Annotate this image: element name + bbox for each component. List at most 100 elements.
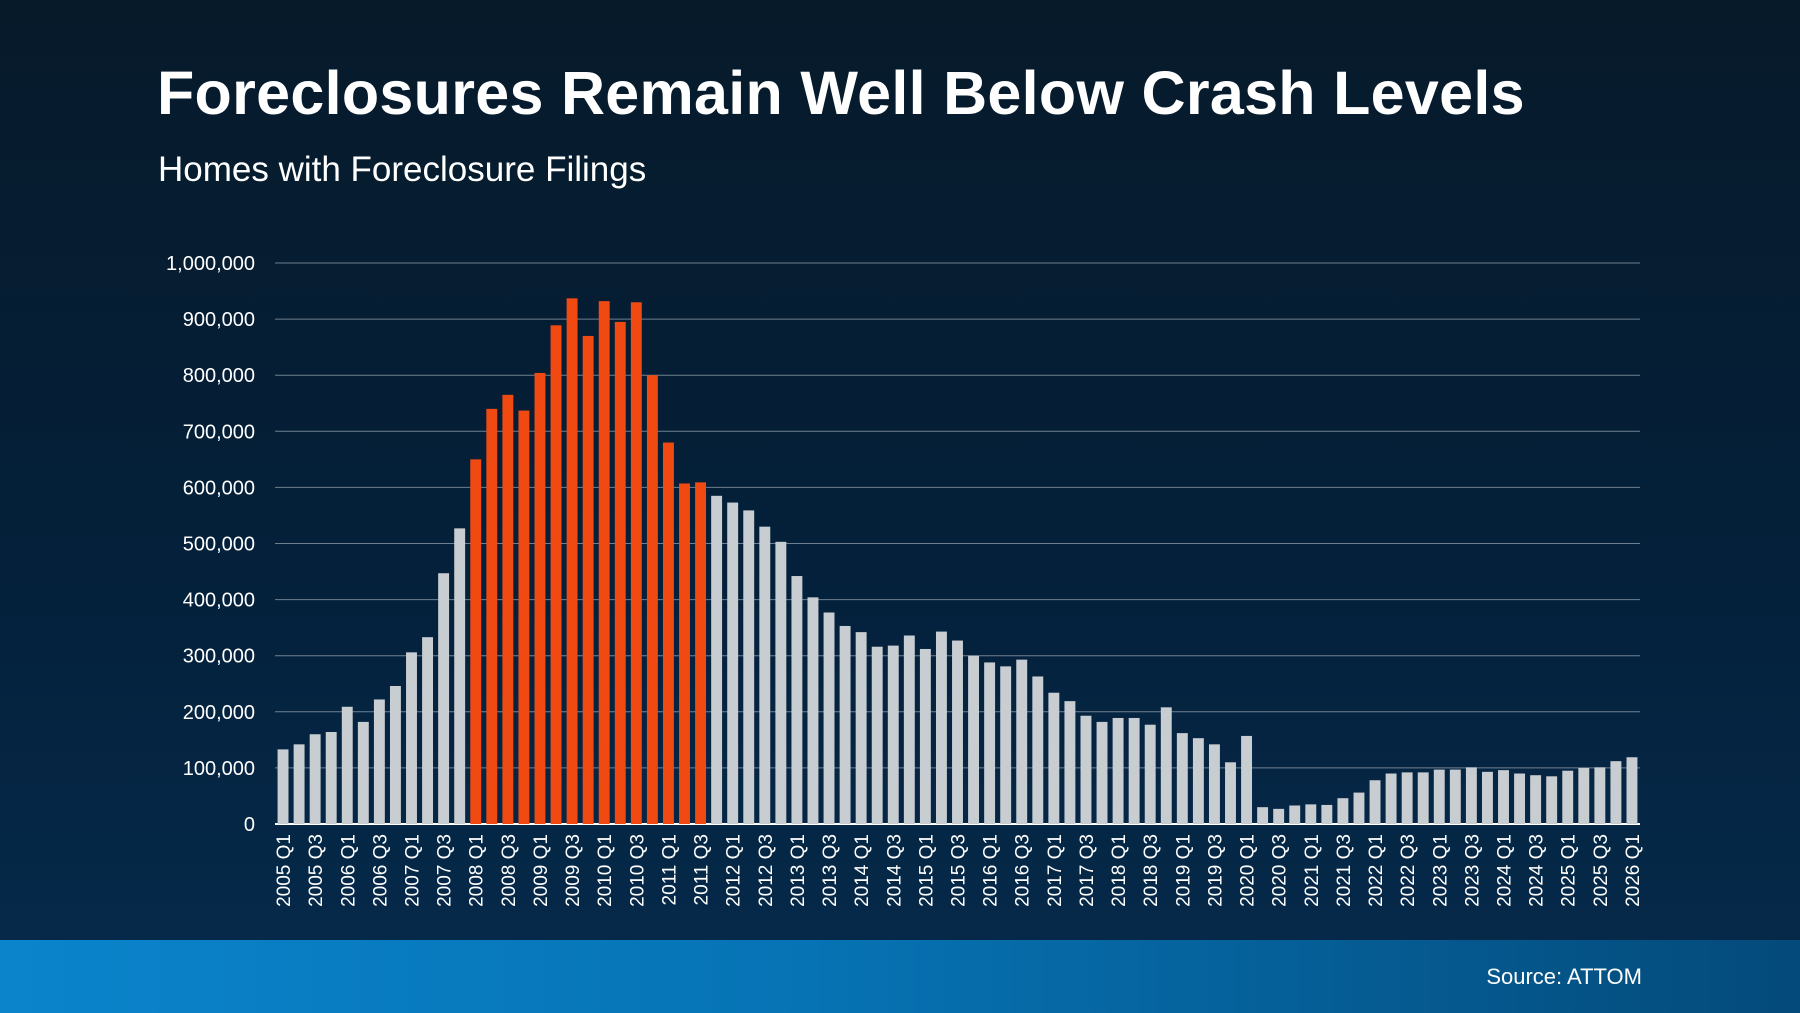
bar-2018-q3 [1144, 724, 1156, 824]
bar-2026-q1 [1626, 757, 1638, 824]
y-tick-label: 200,000 [183, 702, 255, 724]
x-tick-label: 2014 Q3 [884, 834, 905, 907]
y-tick-label: 500,000 [183, 534, 255, 556]
bar-2022-q2 [1385, 773, 1397, 824]
foreclosure-bar-chart: 0 100,000 200,000 300,000 400,000 500,000 600,… [166, 253, 1640, 907]
x-tick-label: 2009 Q1 [531, 834, 552, 907]
bar-2023-q3 [1465, 767, 1477, 824]
x-tick-label: 2015 Q3 [949, 834, 970, 907]
y-tick-label: 400,000 [183, 590, 255, 612]
x-tick-label: 2021 Q3 [1334, 834, 1355, 907]
bar-2018-q1 [1112, 717, 1124, 824]
bar-2005-q3 [309, 734, 321, 824]
bar-2011-q3 [695, 482, 707, 824]
bar-2005-q2 [293, 744, 305, 824]
bar-2017-q3 [1080, 715, 1092, 824]
bar-2015-q2 [935, 631, 947, 824]
x-tick-label: 2011 Q3 [692, 834, 713, 905]
bar-2009-q2 [550, 325, 562, 824]
x-tick-label: 2005 Q3 [306, 834, 327, 907]
y-tick-label: 0 [244, 814, 255, 836]
bar-2024-q4 [1546, 776, 1558, 824]
bar-2024-q2 [1514, 773, 1526, 824]
x-tick-label: 2012 Q1 [724, 834, 745, 907]
x-tick-label: 2021 Q1 [1302, 834, 1323, 907]
x-tick-label: 2017 Q3 [1077, 834, 1098, 907]
bar-2016-q1 [984, 662, 996, 824]
x-tick-label: 2015 Q1 [916, 834, 937, 907]
bar-2015-q4 [968, 655, 980, 824]
bar-2006-q3 [373, 699, 385, 824]
x-tick-label: 2013 Q1 [788, 834, 809, 907]
x-tick-label: 2018 Q1 [1109, 834, 1130, 907]
bar-2006-q2 [357, 721, 369, 824]
bar-2020-q4 [1289, 805, 1301, 824]
bar-2007-q2 [422, 637, 434, 824]
bar-2009-q1 [534, 372, 546, 824]
bar-2017-q1 [1048, 692, 1060, 824]
bar-2013-q3 [823, 612, 835, 824]
x-tick-label: 2019 Q1 [1173, 834, 1194, 907]
x-tick-label: 2011 Q1 [659, 834, 680, 905]
bar-2025-q1 [1562, 770, 1574, 824]
bar-2012-q2 [743, 510, 755, 824]
x-tick-label: 2024 Q3 [1527, 834, 1548, 907]
x-tick-label: 2010 Q3 [627, 834, 648, 907]
y-tick-label: 900,000 [183, 309, 255, 331]
bar-2014-q4 [903, 635, 915, 824]
bar-2010-q3 [630, 302, 642, 824]
bar-2024-q3 [1530, 775, 1542, 824]
bar-2006-q1 [341, 706, 353, 824]
bar-2012-q1 [727, 502, 739, 824]
bar-2023-q1 [1433, 769, 1445, 824]
x-tick-label: 2024 Q1 [1495, 834, 1516, 907]
chart-subtitle: Homes with Foreclosure Filings [158, 150, 647, 189]
bar-2007-q3 [438, 573, 450, 824]
bar-2025-q4 [1610, 761, 1622, 824]
bar-2020-q1 [1241, 735, 1253, 824]
bar-2008-q4 [518, 410, 530, 824]
bar-2013-q4 [839, 625, 851, 824]
x-tick-label: 2023 Q3 [1462, 834, 1483, 907]
bar-2012-q4 [775, 541, 787, 824]
x-tick-label: 2019 Q3 [1205, 834, 1226, 907]
x-tick-label: 2009 Q3 [563, 834, 584, 907]
bar-2022-q3 [1401, 772, 1413, 824]
bar-2013-q1 [791, 576, 803, 824]
bar-2005-q4 [325, 731, 337, 824]
bar-2010-q4 [646, 375, 658, 824]
bar-2020-q3 [1273, 808, 1285, 824]
bar-2005-q1 [277, 749, 289, 824]
bar-2015-q1 [919, 648, 931, 824]
bar-2021-q1 [1305, 804, 1317, 824]
bar-2019-q4 [1225, 762, 1236, 824]
bar-2008-q1 [470, 459, 482, 824]
bar-2006-q4 [389, 685, 401, 824]
x-tick-label: 2008 Q1 [467, 834, 488, 907]
y-tick-label: 100,000 [183, 758, 255, 780]
bar-2022-q4 [1417, 772, 1429, 824]
bar-2007-q4 [454, 528, 466, 824]
bar-2020-q2 [1257, 807, 1269, 824]
x-tick-label: 2020 Q3 [1270, 834, 1291, 907]
bar-2021-q4 [1353, 792, 1365, 824]
x-tick-label: 2007 Q3 [435, 834, 456, 907]
x-tick-label: 2005 Q1 [274, 834, 295, 907]
y-tick-label: 600,000 [183, 477, 255, 499]
bar-2018-q4 [1160, 707, 1172, 824]
bar-2018-q2 [1128, 717, 1140, 824]
bar-2025-q3 [1594, 767, 1606, 824]
x-tick-label: 2012 Q3 [756, 834, 777, 907]
x-tick-label: 2007 Q1 [403, 834, 424, 907]
footer-bar: Source: ATTOM [0, 940, 1800, 1013]
y-tick-label: 1,000,000 [166, 253, 255, 275]
x-tick-label: 2018 Q3 [1141, 834, 1162, 907]
bar-2011-q1 [662, 442, 674, 824]
x-tick-label: 2006 Q3 [370, 834, 391, 907]
x-tick-label: 2022 Q1 [1366, 834, 1387, 907]
bar-2014-q1 [855, 632, 867, 824]
bar-2016-q3 [1016, 659, 1028, 824]
x-tick-label: 2025 Q3 [1591, 834, 1612, 907]
bar-2015-q3 [952, 640, 963, 824]
bar-2019-q1 [1176, 733, 1188, 824]
